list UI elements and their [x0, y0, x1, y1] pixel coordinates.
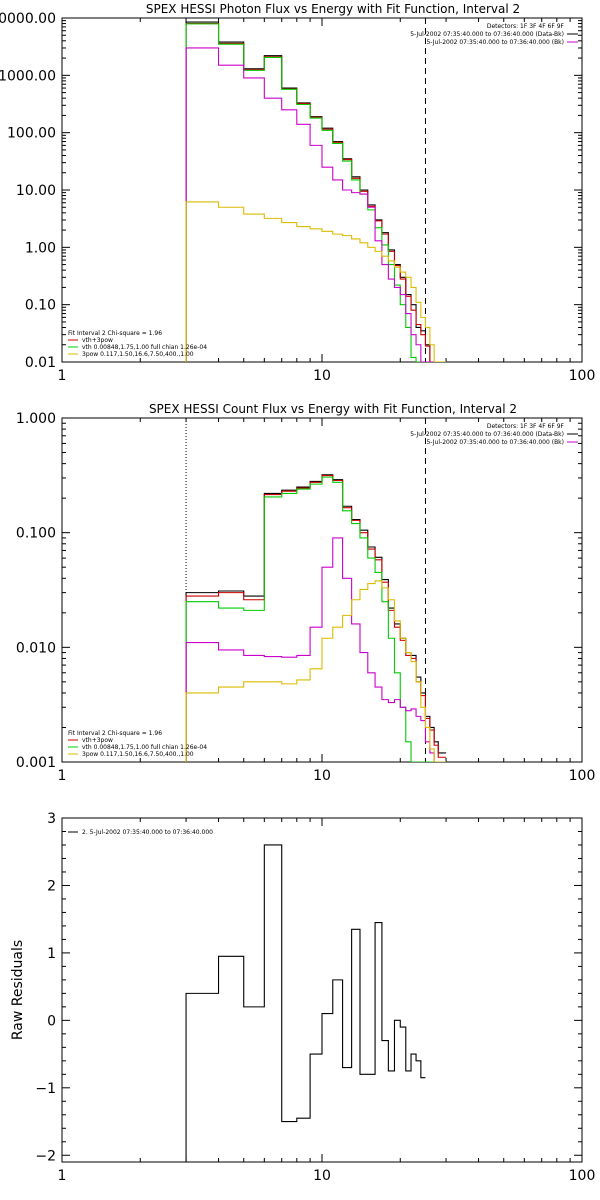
photon-y-tick-label: 0.01	[25, 355, 56, 371]
count-series-line-4	[185, 580, 447, 762]
photon-x-tick-label: 100	[569, 368, 596, 384]
count-legend-line: vth 0.00848,1.75,1.00 full chian 1.26e-0…	[82, 744, 207, 751]
count-x-tick-label: 10	[313, 768, 331, 784]
photon-series-line-2	[185, 23, 447, 362]
count-series-line-1	[185, 474, 447, 762]
photon-header-line: 5-Jul-2002 07:35:40.000 to 07:36:40.000 …	[426, 39, 564, 46]
residual-legend-line: 2. 5-Jul-2002 07:35:40.000 to 07:36:40.0…	[82, 829, 213, 836]
count-y-tick-label: 0.100	[16, 526, 56, 542]
photon-y-tick-label: 0000.00	[0, 11, 56, 27]
photon-y-tick-label: 1.00	[25, 240, 56, 256]
photon-y-tick-label: 100.00	[7, 126, 56, 142]
residual-y-tick-label: 3	[47, 811, 56, 827]
residual-y-tick-label: 1	[47, 946, 56, 962]
residuals-y-axis-label: Raw Residuals	[10, 940, 26, 1040]
count-legend-line: Fit Interval 2 Chi-square = 1.96	[68, 730, 162, 737]
residual-y-tick-label: 2	[47, 878, 56, 894]
photon-flux-panel: SPEX HESSI Photon Flux vs Energy with Fi…	[0, 2, 595, 384]
residual-x-tick-label: 1	[58, 1168, 67, 1184]
count-header-line: 5-Jul-2002 07:35:40.000 to 07:36:40.000 …	[410, 431, 564, 438]
count-header-line: Detectors: 1F 3F 4F 6F 9F	[487, 423, 565, 430]
count-y-tick-label: 0.010	[16, 640, 56, 656]
count-legend-line: vth+3pow	[82, 737, 113, 744]
residual-x-tick-label: 10	[313, 1168, 331, 1184]
photon-x-tick-label: 10	[313, 368, 331, 384]
photon-series-line-0	[185, 21, 447, 362]
count-y-tick-label: 1.000	[16, 411, 56, 427]
count-series-group	[185, 474, 447, 762]
photon-header-line: 5-Jul-2002 07:35:40.000 to 07:36:40.000 …	[410, 31, 564, 38]
count-header-line: 5-Jul-2002 07:35:40.000 to 07:36:40.000 …	[426, 439, 564, 446]
photon-y-tick-label: 10.00	[16, 183, 56, 199]
photon-header-line: Detectors: 1F 3F 4F 6F 9F	[487, 23, 565, 30]
count-flux-panel: SPEX HESSI Count Flux vs Energy with Fit…	[16, 402, 595, 784]
photon-y-tick-label: 1000.00	[0, 68, 56, 84]
photon-series-line-3	[185, 47, 447, 362]
count-y-tick-label: 0.001	[16, 755, 56, 771]
residual-y-tick-label: −1	[35, 1081, 56, 1097]
residual-y-tick-label: 0	[47, 1013, 56, 1029]
residuals-panel: Raw Residuals 1 10 100 −2 −1 0 1 2 3 2. 5-Jul-200…	[10, 811, 595, 1184]
photon-plot-frame	[61, 17, 583, 363]
photon-series-line-1	[185, 23, 447, 362]
photon-flux-title: SPEX HESSI Photon Flux vs Energy with Fi…	[146, 2, 520, 16]
photon-legend-line: vth+3pow	[82, 337, 113, 344]
photon-x-tick-label: 1	[58, 368, 67, 384]
count-series-line-2	[185, 476, 447, 762]
residual-series-line-0	[185, 844, 426, 1162]
photon-legend-line: vth 0.00848,1.75,1.00 full chian 1.26e-0…	[82, 344, 207, 351]
residual-y-tick-label: −2	[35, 1148, 56, 1164]
photon-series-group	[185, 21, 447, 362]
photon-series-line-4	[185, 201, 447, 362]
residual-series-group	[185, 844, 426, 1162]
count-series-line-3	[185, 537, 447, 762]
residual-plot-frame	[61, 817, 583, 1163]
residual-x-tick-label: 100	[569, 1168, 596, 1184]
count-flux-title: SPEX HESSI Count Flux vs Energy with Fit…	[149, 402, 517, 416]
photon-legend-line: 3pow 0.117,1.50,16.6,7.50,400.,1.00	[82, 351, 194, 358]
photon-legend-line: Fit Interval 2 Chi-square = 1.96	[68, 330, 162, 337]
count-x-tick-label: 100	[569, 768, 596, 784]
photon-y-tick-label: 0.10	[25, 298, 56, 314]
count-x-tick-label: 1	[58, 768, 67, 784]
count-series-line-0	[185, 474, 447, 762]
count-legend-line: 3pow 0.117,1.50,16.6,7.50,400.,1.00	[82, 751, 194, 758]
